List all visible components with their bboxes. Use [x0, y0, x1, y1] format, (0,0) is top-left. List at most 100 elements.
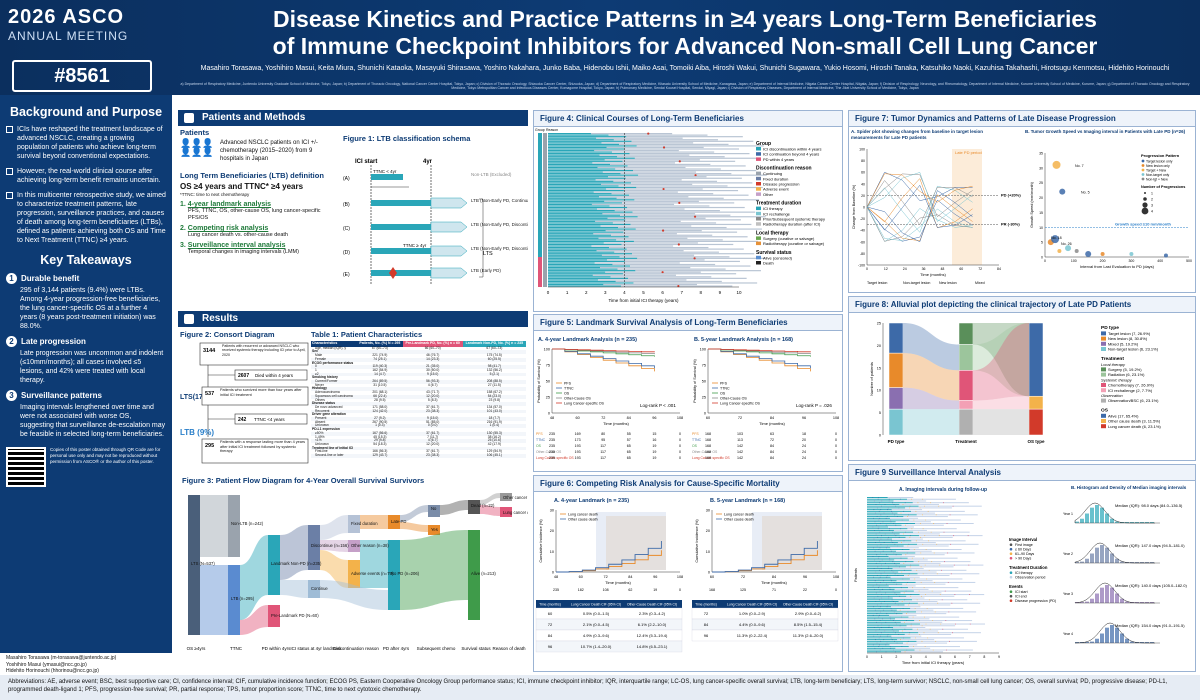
- fig1-row-label: (E): [343, 272, 350, 278]
- table-cell: 67 (60–73): [486, 345, 503, 350]
- qr-notice: Copies of this poster obtained through Q…: [50, 447, 161, 464]
- image-dot: [881, 529, 883, 531]
- alluvial-os-node: [1028, 395, 1044, 410]
- risk-count: 0: [835, 456, 837, 460]
- cif-x-tick: 72: [741, 575, 745, 579]
- growth-point-label: No. 18: [1051, 236, 1062, 240]
- interval-ici-bar: [867, 583, 903, 585]
- histogram-bar: [1125, 638, 1129, 643]
- patient-followup-bar: [595, 220, 681, 222]
- table-cell: 12 (20.0): [426, 393, 440, 398]
- image-dot: [879, 547, 881, 549]
- node-fixed-duration: [348, 515, 360, 533]
- node-prelandmark-pd: [268, 605, 280, 627]
- patient-followup-bar: [627, 206, 745, 209]
- image-dot: [909, 536, 911, 538]
- table-row: First-line 166 (56.3) 37 (61.7) 129 (54.9): [311, 450, 526, 455]
- image-dot: [907, 640, 909, 642]
- image-dot: [912, 616, 914, 618]
- interval-ici-bar: [867, 512, 898, 514]
- alluvial-y-tick: 20: [877, 344, 881, 348]
- legend-heading: Discontinuation reason: [756, 166, 812, 172]
- patient-ici-bar: [548, 245, 592, 247]
- interval-observation-bar: [892, 597, 925, 599]
- image-dot: [910, 623, 912, 625]
- image-dot: [915, 637, 916, 639]
- image-dot: [878, 497, 879, 498]
- fig1-ici-start: ICI start: [355, 159, 377, 165]
- table-cell: 171 (58.0): [372, 404, 388, 409]
- spider-group-label: Mixed: [975, 281, 985, 285]
- patient-ici-bar: [548, 270, 636, 272]
- x-tick: 3: [604, 290, 607, 295]
- interval-observation-bar: [902, 613, 947, 615]
- image-dot: [889, 588, 891, 590]
- figure-5-panel: Figure 5: Landmark Survival Analysis of …: [533, 314, 843, 472]
- figure-2: Figure 2: Consort Diagram 3144 Patients …: [180, 330, 309, 479]
- patient-followup-bar: [635, 270, 761, 272]
- image-dot: [895, 505, 897, 507]
- table-cell: 1-49%: [315, 434, 325, 439]
- interval-legend-item: ICI end: [1015, 595, 1027, 599]
- patient-followup-bar: [597, 208, 685, 210]
- km-legend-label: PFS: [564, 382, 572, 386]
- image-dot: [903, 540, 905, 542]
- image-dot: [885, 651, 887, 653]
- histogram-bar: [1075, 521, 1079, 523]
- image-dot: [886, 635, 888, 637]
- alluvial-axis-label: OS type: [1027, 439, 1045, 444]
- histogram-bar: [1090, 641, 1094, 643]
- progression-legend-item: Non-tgt + New: [1146, 177, 1168, 181]
- image-dot: [879, 599, 880, 601]
- image-dot: [907, 575, 909, 576]
- interval-ici-bar: [867, 510, 912, 512]
- table-cell: 162 (54.9): [372, 367, 388, 372]
- alluvial-legend-item: Other cause death (3, 11.5%): [1108, 419, 1161, 424]
- image-dot: [875, 542, 877, 544]
- image-dot: [872, 585, 874, 587]
- table-row: Adenocarcinoma 201 (68.1) 43 (71.7) 158 (67…: [311, 390, 526, 395]
- patient-followup-bar: [592, 274, 676, 276]
- interval-ici-bar: [867, 562, 901, 564]
- qr-code[interactable]: [6, 447, 46, 487]
- interval-ici-bar: [867, 526, 889, 528]
- table-cell: 66 (60–70): [424, 345, 441, 350]
- growth-point: [1065, 245, 1072, 252]
- patient-ici-bar: [548, 185, 619, 187]
- alluvial-legend-swatch: [1101, 419, 1106, 423]
- cif-ci-band-other: [752, 512, 822, 570]
- alluvial-legend-swatch: [1101, 424, 1106, 429]
- patient-followup-bar: [621, 243, 734, 246]
- histogram-title: B. Histogram and Density of Median imagi…: [1071, 485, 1187, 490]
- image-dot: [918, 561, 920, 563]
- image-dot: [939, 564, 941, 566]
- image-dot: [892, 512, 893, 514]
- sankey-flow: [200, 495, 228, 557]
- table-cell: <1%: [315, 438, 322, 443]
- left-column: Background and Purpose ICIs have reshape…: [0, 95, 172, 653]
- image-dot: [941, 569, 943, 571]
- cif-y-label: Cumulative Incidence (%): [539, 519, 543, 563]
- interval-observation-bar: [906, 595, 955, 597]
- alluvial-legend-head: PD type: [1101, 325, 1119, 331]
- alluvial-treatment-node: [958, 322, 974, 345]
- interval-observation-bar: [908, 616, 960, 618]
- consort-diagram: 3144 Patients with recurrent or advanced…: [180, 342, 309, 464]
- interval-ici-bar: [867, 505, 919, 507]
- legend-swatch: [756, 241, 761, 246]
- patient-followup-bar: [614, 251, 719, 253]
- table-row: PD-L1 expression: [311, 427, 526, 432]
- cif-table-cell: 14.8% (6.5–23.1): [637, 644, 668, 649]
- patient-followup-bar: [626, 248, 744, 250]
- spider-y-tick: -60: [860, 240, 865, 244]
- spider-group-label: New lesion: [939, 281, 957, 285]
- figure-9-title: Figure 9 Surveillance Interval Analysis: [849, 465, 1195, 481]
- patient-followup-bar: [630, 265, 751, 267]
- cif-table-header-bg: [692, 600, 838, 608]
- table-cell: ≥50%: [315, 430, 324, 435]
- alluvial-legend-item: ICI rechallenge (2, 7.7%): [1108, 388, 1153, 393]
- image-dot: [888, 597, 890, 599]
- table-row: ≥50% 167 (56.6) 37 (61.7) 130 (55.3): [311, 430, 526, 436]
- patients-label: Patients: [180, 128, 210, 137]
- risk-row-label: OS: [692, 444, 698, 448]
